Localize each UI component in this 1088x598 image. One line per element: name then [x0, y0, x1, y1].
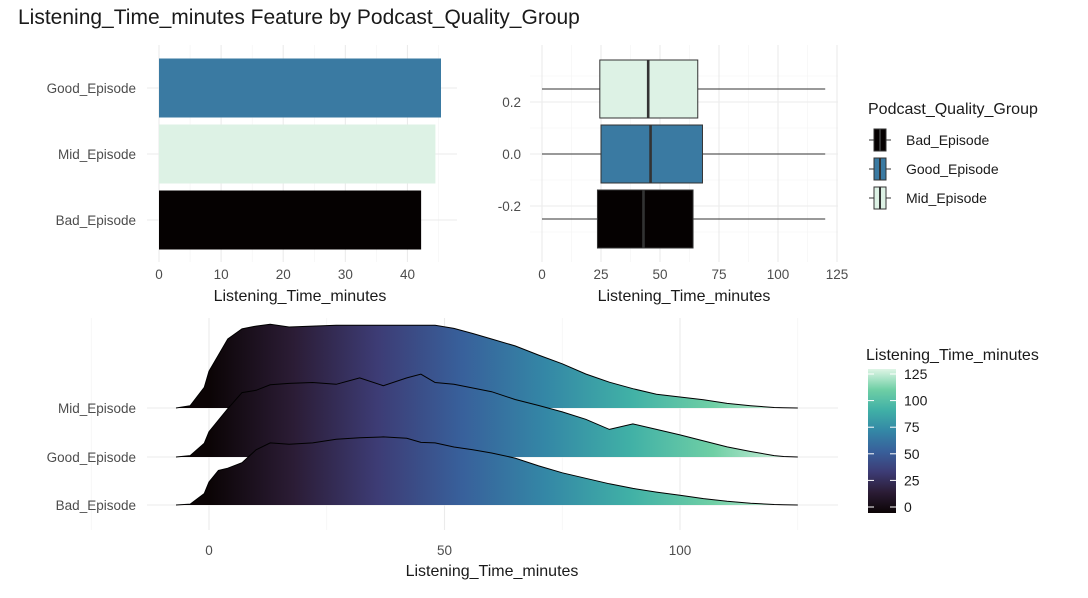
legend-key-mid-episode: [869, 186, 891, 210]
box-good-episode: [542, 124, 826, 184]
ridge-outline: [175, 373, 798, 458]
ridge-good-episode: [175, 373, 798, 458]
colorbar-tick-label: 125: [904, 366, 928, 382]
chart-title: Listening_Time_minutes Feature by Podcas…: [18, 6, 580, 29]
ridge-area: [176, 436, 798, 505]
bar-x-tick-label: 20: [276, 267, 291, 282]
colorbar-tick-label: 100: [904, 393, 928, 409]
box-y-tick-label: 0.2: [502, 95, 521, 110]
bar-x-tick-label: 40: [400, 267, 415, 282]
ridge-x-tick-label: 0: [205, 543, 213, 558]
colorbar-title: Listening_Time_minutes: [866, 347, 1039, 364]
ridge-x-tick-label: 50: [437, 543, 452, 558]
legend-key-good-episode: [869, 157, 891, 181]
box-y-tick-label: 0.0: [502, 147, 521, 162]
colorbar-tick-label: 75: [904, 419, 920, 435]
box-x-tick-label: 125: [826, 267, 849, 282]
bar-x-tick-label: 0: [155, 267, 163, 282]
legend-label: Good_Episode: [906, 161, 999, 177]
legend-title: Podcast_Quality_Group: [868, 101, 1038, 118]
box-bad-episode: [542, 189, 826, 249]
ridge-area: [176, 374, 798, 457]
box-body: [596, 189, 694, 249]
box-x-tick-label: 75: [711, 267, 726, 282]
legend-key-bad-episode: [869, 128, 891, 152]
bar-bad-episode: [159, 190, 422, 250]
ridge-bad-episode: [175, 436, 798, 506]
box-y-tick-label: -0.2: [498, 199, 521, 214]
bar-y-tick-label: Good_Episode: [47, 81, 136, 96]
ridge-outline: [175, 436, 798, 506]
box-x-tick-label: 25: [593, 267, 608, 282]
legend-label: Bad_Episode: [906, 132, 990, 148]
colorbar-tick-label: 0: [904, 499, 912, 515]
legend-label: Mid_Episode: [906, 190, 987, 206]
colorbar-tick-label: 50: [904, 446, 920, 462]
box-x-tick-label: 50: [652, 267, 667, 282]
bar-mid-episode: [159, 124, 436, 184]
ridge-y-tick-label: Good_Episode: [47, 450, 136, 465]
bar-x-tick-label: 30: [338, 267, 353, 282]
ridge-y-tick-label: Bad_Episode: [56, 498, 136, 513]
bar-x-axis-title: Listening_Time_minutes: [214, 288, 387, 305]
ridge-y-tick-label: Mid_Episode: [58, 401, 136, 416]
box-x-axis-title: Listening_Time_minutes: [598, 288, 771, 305]
box-x-tick-label: 100: [767, 267, 790, 282]
box-mid-episode: [542, 59, 826, 119]
ridge-x-axis-title: Listening_Time_minutes: [406, 563, 579, 580]
bar-good-episode: [159, 58, 441, 118]
colorbar-gradient: [868, 369, 896, 513]
colorbar-tick-label: 25: [904, 472, 920, 488]
bar-y-tick-label: Mid_Episode: [58, 147, 136, 162]
ridge-x-tick-label: 100: [669, 543, 692, 558]
bar-y-tick-label: Bad_Episode: [56, 213, 136, 228]
box-x-tick-label: 0: [538, 267, 546, 282]
bar-x-tick-label: 10: [214, 267, 229, 282]
ridge-outline: [175, 323, 798, 409]
